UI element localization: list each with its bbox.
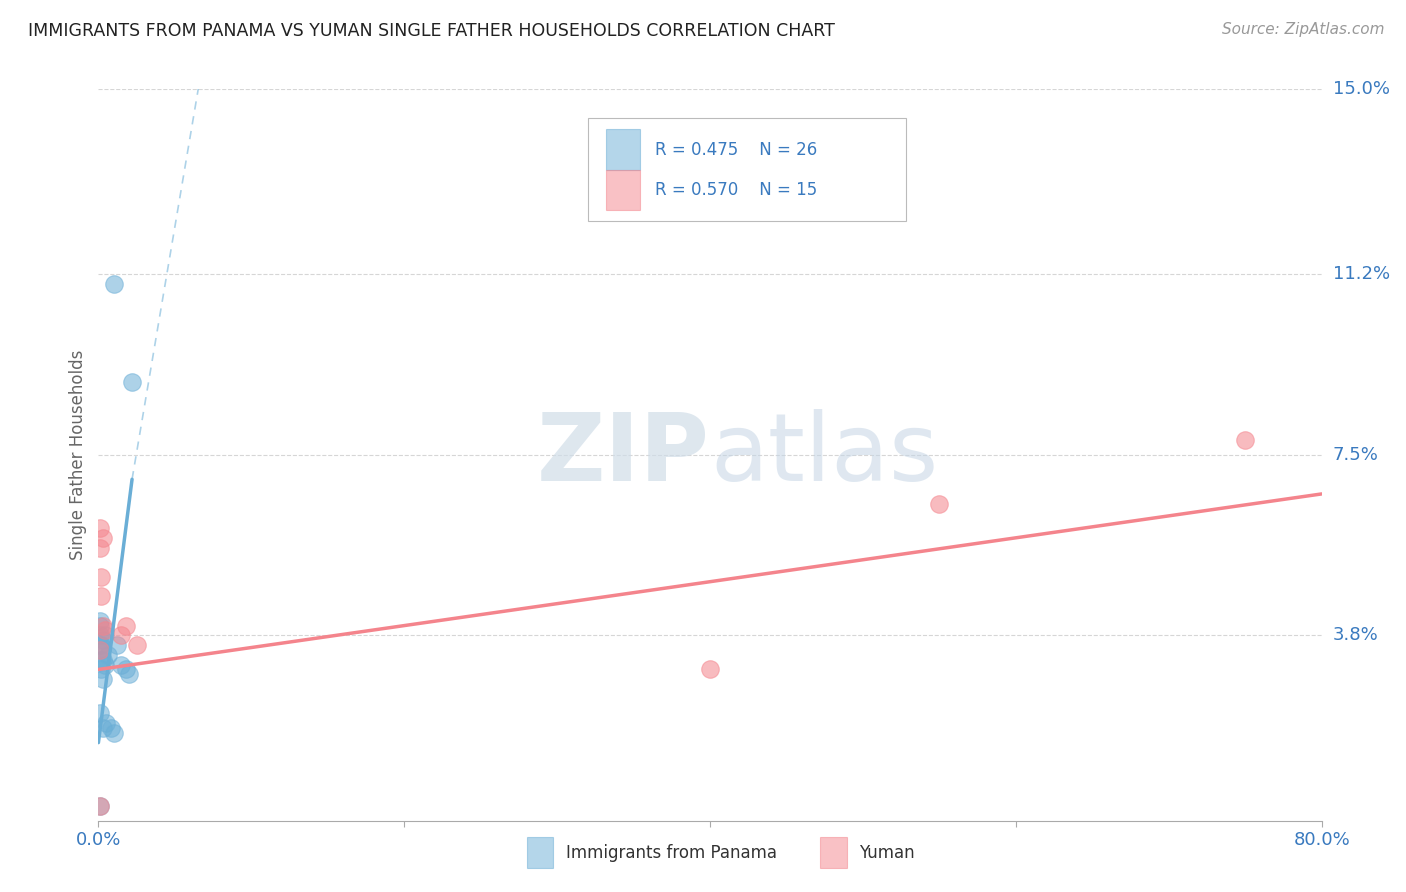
Point <box>89 799 111 814</box>
Point <box>699 663 721 677</box>
Point <box>91 633 114 648</box>
Point <box>100 721 122 735</box>
Text: R = 0.475    N = 26: R = 0.475 N = 26 <box>655 141 817 159</box>
Point <box>94 716 117 731</box>
Point <box>90 638 112 652</box>
Bar <box>820 838 846 868</box>
Point <box>1234 434 1257 448</box>
Point <box>121 375 143 389</box>
Point <box>91 531 114 545</box>
Point <box>97 648 120 662</box>
Point <box>91 653 114 667</box>
Bar <box>526 838 554 868</box>
Point <box>110 628 132 642</box>
Point <box>93 628 115 642</box>
Bar <box>606 169 640 210</box>
Text: Yuman: Yuman <box>859 844 915 862</box>
Point <box>89 628 111 642</box>
Point <box>89 618 111 632</box>
Point <box>90 570 112 584</box>
Point <box>91 672 114 686</box>
Point <box>103 277 125 292</box>
Point <box>89 521 111 535</box>
FancyBboxPatch shape <box>588 119 905 221</box>
Point <box>89 706 111 721</box>
Text: Source: ZipAtlas.com: Source: ZipAtlas.com <box>1222 22 1385 37</box>
Point <box>115 663 138 677</box>
Point <box>89 638 111 652</box>
Point <box>90 653 112 667</box>
Point <box>89 643 111 657</box>
Point <box>90 643 112 657</box>
Text: Immigrants from Panama: Immigrants from Panama <box>565 844 776 862</box>
Point <box>89 614 111 628</box>
Point <box>93 657 115 672</box>
Point <box>928 497 950 511</box>
Point <box>89 541 111 555</box>
Point <box>110 657 132 672</box>
Point <box>118 667 141 681</box>
Text: atlas: atlas <box>710 409 938 501</box>
Bar <box>606 129 640 169</box>
Point <box>93 624 115 638</box>
Text: 3.8%: 3.8% <box>1333 626 1378 644</box>
Point <box>91 618 114 632</box>
Point <box>89 799 111 814</box>
Point <box>90 590 112 604</box>
Text: IMMIGRANTS FROM PANAMA VS YUMAN SINGLE FATHER HOUSEHOLDS CORRELATION CHART: IMMIGRANTS FROM PANAMA VS YUMAN SINGLE F… <box>28 22 835 40</box>
Point <box>103 726 125 740</box>
Point <box>125 638 148 652</box>
Text: ZIP: ZIP <box>537 409 710 501</box>
Text: 11.2%: 11.2% <box>1333 266 1391 284</box>
Point <box>105 638 128 652</box>
Text: 15.0%: 15.0% <box>1333 80 1389 98</box>
Text: R = 0.570    N = 15: R = 0.570 N = 15 <box>655 181 817 199</box>
Point <box>91 721 114 735</box>
Point <box>115 618 138 632</box>
Text: 7.5%: 7.5% <box>1333 446 1379 464</box>
Point <box>90 663 112 677</box>
Y-axis label: Single Father Households: Single Father Households <box>69 350 87 560</box>
